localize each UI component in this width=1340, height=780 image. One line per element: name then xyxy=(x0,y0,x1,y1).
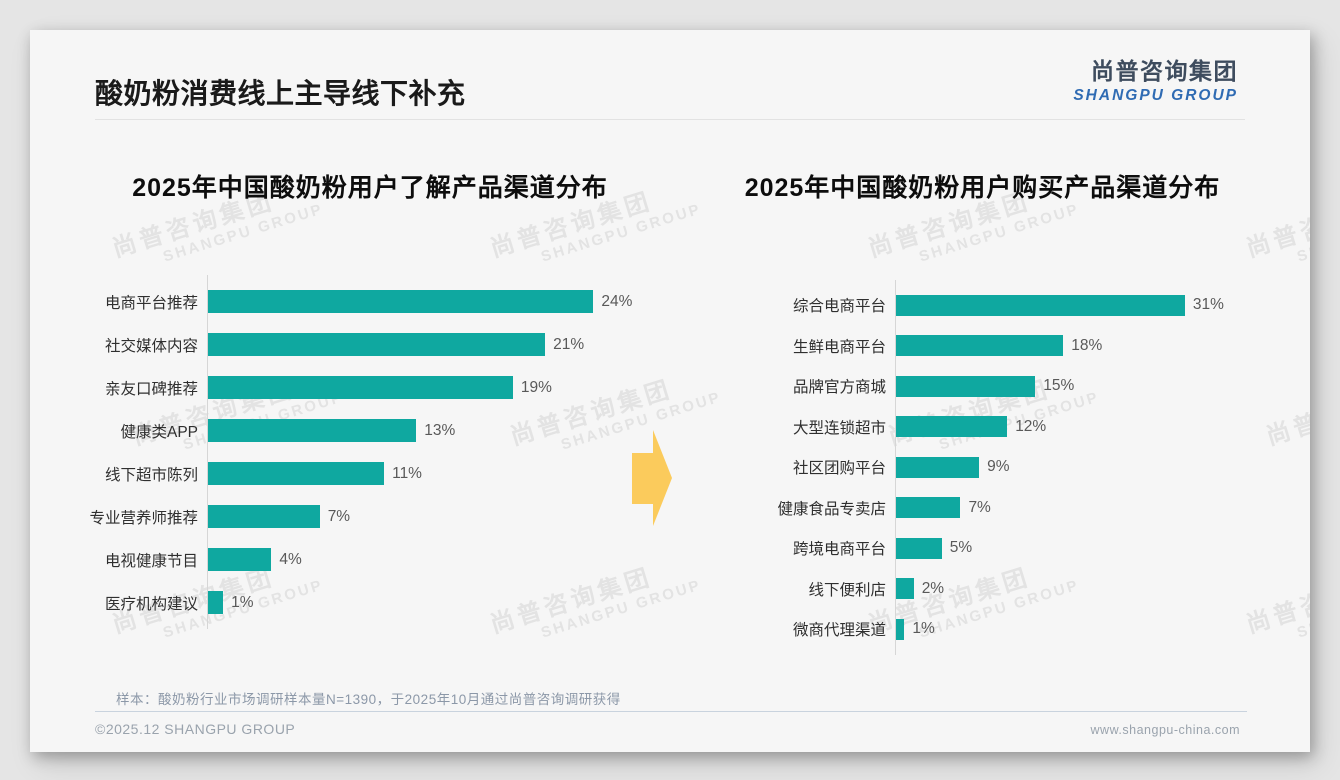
bar xyxy=(895,537,942,559)
transition-arrow-icon xyxy=(632,430,672,527)
bar-row: 线下超市陈列 11% xyxy=(60,452,632,495)
logo-cn-text: 尚普咨询集团 xyxy=(1091,58,1238,84)
chart-purchase-channels: 综合电商平台 31% 生鲜电商平台 18% 品牌官方商城 15% 大型连锁超市 12% 社区团购… xyxy=(748,280,1224,655)
bar xyxy=(207,376,513,399)
bar-value-label: 7% xyxy=(968,498,991,516)
arrow-body xyxy=(632,453,653,504)
bar-value-label: 18% xyxy=(1071,336,1103,354)
bar xyxy=(207,419,417,442)
bar xyxy=(207,333,546,356)
bar-row: 医疗机构建议 1% xyxy=(60,581,632,624)
bar-value-label: 24% xyxy=(601,292,633,310)
chart-awareness-channels: 电商平台推荐 24% 社交媒体内容 21% 亲友口碑推荐 19% 健康类APP 13% 线下超市… xyxy=(60,275,632,629)
slide-card: 尚普咨询集团 SHANGPU GROUP 尚普咨询集团 SHANGPU GROUP 尚普… xyxy=(30,30,1310,752)
bar xyxy=(895,618,905,640)
footer-divider xyxy=(95,711,1247,712)
bar-category-label: 大型连锁超市 xyxy=(792,419,886,437)
bar-row: 健康类APP 13% xyxy=(60,409,632,452)
bar-row: 社交媒体内容 21% xyxy=(60,323,632,366)
bar-category-label: 社区团购平台 xyxy=(792,460,886,478)
bar-row: 健康食品专卖店 7% xyxy=(748,488,1224,529)
y-axis-line xyxy=(207,275,208,629)
bar-category-label: 微商代理渠道 xyxy=(792,622,886,640)
bar-value-label: 5% xyxy=(949,539,973,557)
bar-row: 专业营养师推荐 7% xyxy=(60,495,632,538)
bar-category-label: 健康类APP xyxy=(120,423,198,441)
bar-row: 电视健康节目 4% xyxy=(60,538,632,581)
bar xyxy=(895,578,914,600)
bar xyxy=(895,294,1185,316)
bar-value-label: 11% xyxy=(392,464,422,482)
bar-category-label: 综合电商平台 xyxy=(792,298,886,316)
bar-category-label: 电商平台推荐 xyxy=(104,294,198,312)
page-title: 酸奶粉消费线上主导线下补充 xyxy=(95,78,466,109)
bar-value-label: 9% xyxy=(987,458,1010,476)
bar-row: 综合电商平台 31% xyxy=(748,285,1224,326)
bar-category-label: 社交媒体内容 xyxy=(104,337,198,355)
bar-value-label: 12% xyxy=(1015,417,1047,435)
bar xyxy=(207,591,224,614)
bar xyxy=(207,548,272,571)
chart-title-purchase: 2025年中国酸奶粉用户购买产品渠道分布 xyxy=(744,174,1221,202)
bar-value-label: 7% xyxy=(327,507,351,525)
bar xyxy=(895,416,1008,438)
bar-category-label: 线下超市陈列 xyxy=(104,466,198,484)
bar-value-label: 15% xyxy=(1043,377,1075,395)
bar-category-label: 医疗机构建议 xyxy=(104,595,198,613)
bar-row: 品牌官方商城 15% xyxy=(748,366,1224,407)
bar-value-label: 13% xyxy=(424,421,456,439)
bar-category-label: 线下便利店 xyxy=(808,581,886,599)
website-url: www.shangpu-china.com xyxy=(1090,723,1240,737)
bar xyxy=(207,505,320,528)
logo-en-text: SHANGPU GROUP xyxy=(1073,87,1238,104)
bar xyxy=(895,335,1064,357)
company-logo: 尚普咨询集团 SHANGPU GROUP xyxy=(1073,52,1238,105)
bar-row: 微商代理渠道 1% xyxy=(748,609,1224,650)
bar xyxy=(207,462,385,485)
bar-row: 跨境电商平台 5% xyxy=(748,528,1224,569)
chart-title-awareness: 2025年中国酸奶粉用户了解产品渠道分布 xyxy=(132,174,608,202)
bar-value-label: 31% xyxy=(1192,296,1224,314)
bar-value-label: 19% xyxy=(520,378,552,396)
bar-row: 亲友口碑推荐 19% xyxy=(60,366,632,409)
bar-category-label: 亲友口碑推荐 xyxy=(104,380,198,398)
bar-category-label: 跨境电商平台 xyxy=(792,541,886,559)
bar-row: 社区团购平台 9% xyxy=(748,447,1224,488)
bar xyxy=(895,497,961,519)
bar-category-label: 专业营养师推荐 xyxy=(89,509,198,527)
sample-note: 样本：酸奶粉行业市场调研样本量N=1390，于2025年10月通过尚普咨询调研获… xyxy=(116,692,621,707)
bar-value-label: 1% xyxy=(231,593,254,611)
header-divider xyxy=(95,119,1245,120)
bar xyxy=(895,375,1036,397)
bar-value-label: 21% xyxy=(553,335,585,353)
bar-row: 线下便利店 2% xyxy=(748,569,1224,610)
bar-category-label: 健康食品专卖店 xyxy=(777,500,886,518)
bar-row: 大型连锁超市 12% xyxy=(748,407,1224,448)
arrow-head xyxy=(653,430,672,526)
bar-value-label: 1% xyxy=(912,620,935,638)
bar-category-label: 品牌官方商城 xyxy=(792,379,886,397)
bar xyxy=(207,290,594,313)
bar-row: 生鲜电商平台 18% xyxy=(748,326,1224,367)
copyright-text: ©2025.12 SHANGPU GROUP xyxy=(95,721,296,737)
y-axis-line xyxy=(895,280,896,655)
bar-category-label: 电视健康节目 xyxy=(104,552,198,570)
bar-value-label: 4% xyxy=(279,550,302,568)
bar-row: 电商平台推荐 24% xyxy=(60,280,632,323)
bar xyxy=(895,456,980,478)
bar-value-label: 2% xyxy=(921,579,945,597)
bar-category-label: 生鲜电商平台 xyxy=(792,338,886,356)
